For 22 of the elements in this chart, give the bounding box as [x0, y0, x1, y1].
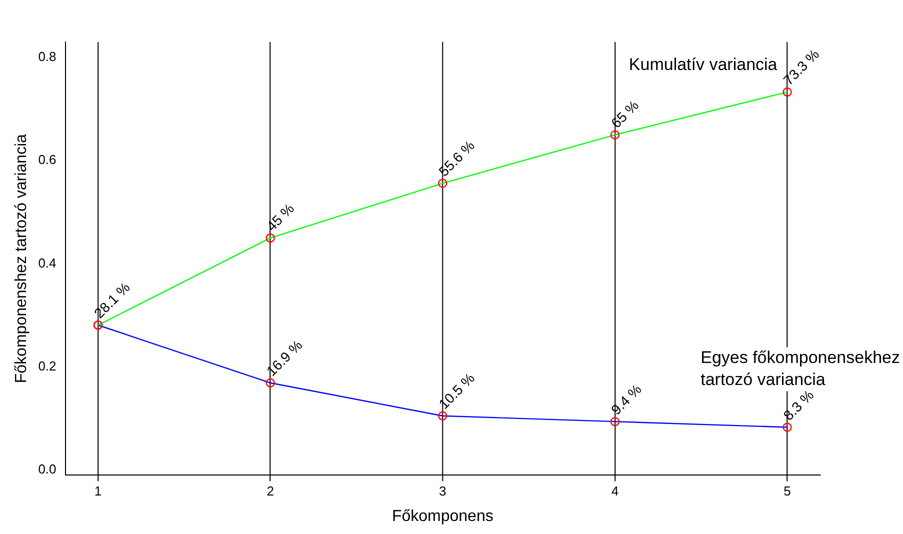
data-label: 9.4 %: [608, 381, 644, 418]
y-tick-label: 0.2: [38, 358, 56, 374]
y-tick-label: 0.6: [38, 152, 56, 168]
x-tick-label: 1: [94, 484, 102, 499]
x-tick-label: 5: [784, 484, 791, 499]
data-label: 16.9 %: [263, 336, 306, 380]
x-axis-title: Főkomponens: [392, 508, 494, 525]
text: Egyes főkomponensekhez tartozó variancia: [700, 348, 900, 390]
data-label: 55.6 %: [435, 137, 478, 180]
data-label: 45 %: [263, 200, 298, 234]
x-tick-label: 4: [611, 484, 619, 499]
y-tick-label: 0.4: [38, 255, 56, 270]
data-label: 65 %: [608, 97, 642, 131]
x-tick-label: 2: [266, 484, 274, 499]
series-label: Kumulatív variancia: [628, 55, 778, 74]
data-label: 28.1 %: [90, 279, 133, 322]
y-axis-title: Főkomponenshez tartozó variancia: [13, 134, 30, 384]
data-label: 73.3 %: [780, 46, 822, 88]
data-label: 8.3 %: [780, 386, 817, 424]
x-tick-label: 3: [439, 484, 446, 499]
y-tick-label: 0.8: [38, 49, 56, 64]
y-tick-label: 0.0: [38, 462, 56, 477]
